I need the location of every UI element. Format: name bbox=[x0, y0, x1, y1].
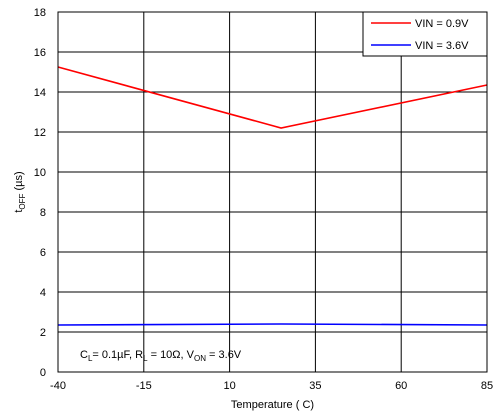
x-tick-label: 60 bbox=[395, 380, 407, 392]
series-line bbox=[57, 323, 488, 326]
y-tick-label: 16 bbox=[34, 47, 46, 59]
x-tick-label: 35 bbox=[309, 380, 321, 392]
plot-frame bbox=[57, 11, 488, 373]
annotation-subscript: L bbox=[88, 354, 93, 363]
series-line bbox=[57, 66, 488, 129]
grid bbox=[57, 11, 488, 373]
legend-label: VIN = 3.6V bbox=[415, 40, 469, 52]
annotation-text: = 0.1µF, R bbox=[92, 349, 143, 361]
legend-box bbox=[362, 11, 488, 57]
y-tick-label: 0 bbox=[40, 367, 46, 379]
y-tick-label: 14 bbox=[34, 87, 46, 99]
y-axis-label: tOFF (µs) bbox=[13, 171, 27, 212]
y-axis-label-sub: OFF bbox=[18, 193, 27, 209]
legend-label: VIN = 0.9V bbox=[415, 18, 469, 30]
x-tick-label: -15 bbox=[136, 380, 152, 392]
x-tick-label: 10 bbox=[223, 380, 235, 392]
annotation-subscript: L bbox=[143, 354, 148, 363]
series-lines bbox=[57, 66, 488, 326]
y-axis-ticks: 0 2 4 6 8 10 12 14 16 18 bbox=[34, 7, 46, 379]
y-tick-label: 6 bbox=[40, 247, 46, 259]
x-tick-label: -40 bbox=[50, 380, 66, 392]
x-axis-label: Temperature ( C) bbox=[231, 399, 314, 411]
y-tick-label: 12 bbox=[34, 127, 46, 139]
annotation-text: C bbox=[80, 349, 88, 361]
y-axis-label-main: t bbox=[13, 210, 25, 213]
annotation-text: = 10Ω, V bbox=[148, 349, 195, 361]
y-tick-label: 8 bbox=[40, 207, 46, 219]
annotation-subscript: ON bbox=[194, 354, 206, 363]
y-tick-label: 2 bbox=[40, 327, 46, 339]
y-axis-label-unit: (µs) bbox=[13, 171, 25, 193]
x-axis-ticks: -40 -15 10 35 60 85 bbox=[50, 380, 493, 392]
y-tick-label: 4 bbox=[40, 287, 46, 299]
x-tick-label: 85 bbox=[481, 380, 493, 392]
annotation-text: = 3.6V bbox=[206, 349, 242, 361]
conditions-annotation: CL= 0.1µF, RL = 10Ω, VON = 3.6V bbox=[80, 349, 242, 363]
y-tick-label: 18 bbox=[34, 7, 46, 19]
legend: VIN = 0.9V VIN = 3.6V bbox=[362, 11, 488, 57]
y-tick-label: 10 bbox=[34, 167, 46, 179]
